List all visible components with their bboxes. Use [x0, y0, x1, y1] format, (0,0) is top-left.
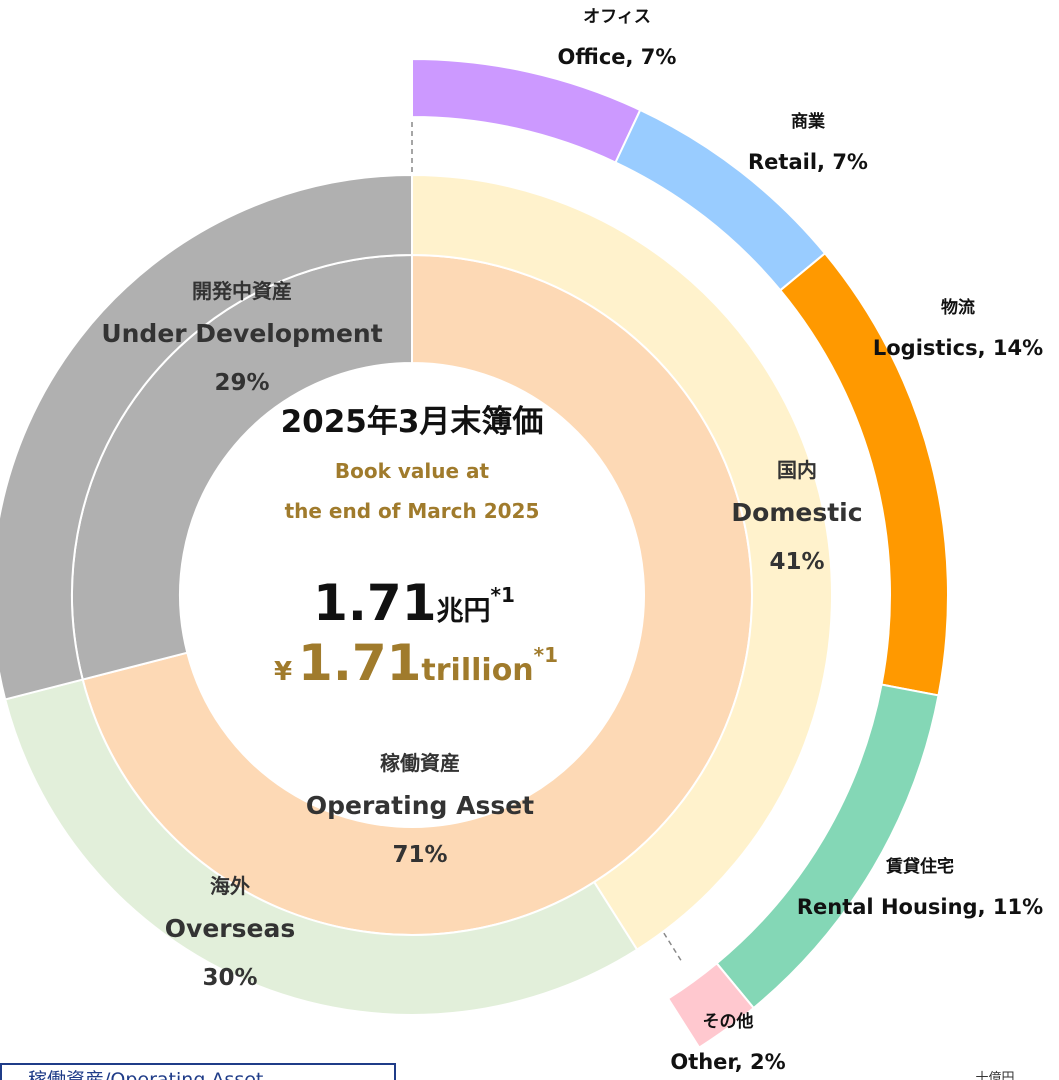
segment-name-ja: 国内 [777, 458, 817, 482]
segment-name-en: Domestic [731, 498, 862, 527]
segment-name-ja: 賃貸住宅 [885, 856, 954, 877]
segment-name-ja: 海外 [210, 874, 250, 898]
segment-name-ja: 商業 [791, 111, 825, 132]
footnote-mark: *1 [491, 583, 515, 607]
segment-name-ja: オフィス [583, 7, 651, 27]
center-title: 2025年3月末簿価 [281, 404, 544, 440]
ring-segment [3, 678, 639, 1016]
segment-name-en: Operating Asset [306, 791, 534, 820]
amount-ja: 1.71兆円*1 [313, 574, 515, 632]
amount-en: ¥1.71trillion*1 [274, 634, 558, 692]
segment-name-en: Overseas [165, 914, 295, 943]
footnote-mark: *1 [534, 643, 558, 667]
segment-value-label: Office, 7% [558, 45, 677, 69]
segment-value-label: 29% [214, 370, 269, 396]
segment-value-label: 30% [202, 965, 257, 991]
segment-value-label: Retail, 7% [748, 150, 868, 174]
segment-name-ja: 物流 [941, 297, 975, 318]
ring-segment [666, 961, 756, 1049]
ring-segment [411, 173, 833, 951]
currency: ¥ [274, 657, 292, 687]
segment-value-label: Other, 2% [670, 1050, 785, 1074]
ring-segment [0, 173, 413, 701]
segment-name-ja: 開発中資産 [192, 279, 292, 303]
segment-name-ja: 稼働資産 [380, 751, 460, 775]
center-subtitle: the end of March 2025 [285, 499, 540, 523]
amount-value: 1.71 [298, 634, 421, 692]
segment-value-label: Rental Housing, 11% [797, 895, 1043, 919]
center-subtitle: Book value at [335, 459, 490, 483]
legend-box-label: 稼働資産/Operating Asset [28, 1069, 263, 1080]
unit-label: 十億円 [975, 1070, 1014, 1080]
segment-name-en: Under Development [101, 319, 382, 348]
amount-unit: 兆円 [437, 596, 491, 627]
segment-name-ja: その他 [703, 1011, 754, 1032]
rings [0, 57, 949, 1049]
ring-segment [411, 57, 642, 164]
segment-value-label: 41% [769, 549, 824, 575]
labels: 稼働資産 Operating Asset 71% 開発中資産 Under Develop… [101, 7, 1043, 1074]
amount-value: 1.71 [313, 574, 436, 632]
legend-box [0, 1063, 396, 1080]
amount-unit: trillion [421, 653, 533, 688]
segment-value-label: 71% [392, 842, 447, 868]
segment-value-label: Logistics, 14% [873, 336, 1043, 360]
